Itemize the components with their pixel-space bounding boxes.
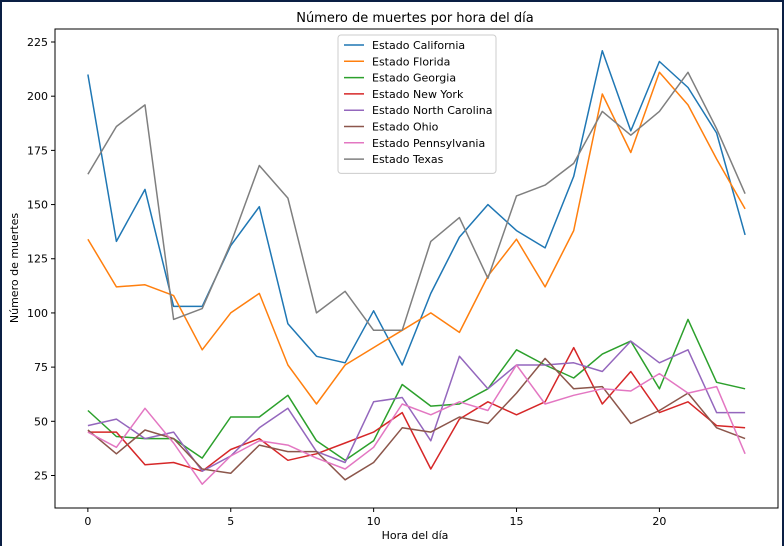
x-tick-label: 20 xyxy=(652,515,666,528)
series-line-estado-new-york xyxy=(87,346,746,472)
y-tick-label: 50 xyxy=(34,415,48,428)
x-tick-label: 10 xyxy=(367,515,381,528)
legend-label: Estado Florida xyxy=(372,55,450,68)
series-line-estado-pennsylvania xyxy=(87,364,746,485)
series-line-estado-california xyxy=(87,49,746,366)
y-tick-label: 25 xyxy=(34,469,48,482)
legend-box xyxy=(337,34,497,174)
y-tick-label: 150 xyxy=(27,199,48,212)
plot-lines xyxy=(87,49,746,485)
series-line-estado-florida xyxy=(87,71,746,405)
y-tick-label: 100 xyxy=(27,307,48,320)
y-tick-label: 225 xyxy=(27,36,48,49)
series-line-estado-texas xyxy=(87,71,746,332)
x-tick-label: 0 xyxy=(84,515,91,528)
x-axis-title: Hora del día xyxy=(382,529,449,542)
y-tick-label: 200 xyxy=(27,90,48,103)
series-line-estado-georgia xyxy=(87,318,746,462)
legend: Estado California Estado Florida Estado Ge… xyxy=(337,34,497,174)
x-tick-label: 15 xyxy=(510,515,524,528)
x-axis: 0 5 10 15 20 xyxy=(84,508,666,528)
y-tick-label: 125 xyxy=(27,253,48,266)
legend-label: Estado Ohio xyxy=(372,121,439,134)
series-line-estado-ohio xyxy=(87,357,746,481)
x-tick-label: 5 xyxy=(227,515,234,528)
legend-label: Estado Georgia xyxy=(372,72,456,85)
y-tick-label: 175 xyxy=(27,144,48,157)
legend-label: Estado Texas xyxy=(372,153,444,166)
chart-title: Número de muertes por hora del día xyxy=(296,11,534,26)
legend-label: Estado New York xyxy=(372,88,464,101)
y-axis: 25 50 75 100 125 150 175 200 225 xyxy=(27,36,55,482)
plot-frame xyxy=(54,28,779,509)
y-axis-title: Número de muertes xyxy=(8,213,21,323)
legend-label: Estado California xyxy=(372,39,465,52)
legend-label: Estado North Carolina xyxy=(372,104,492,117)
y-tick-label: 75 xyxy=(34,361,48,374)
legend-label: Estado Pennsylvania xyxy=(372,137,485,150)
